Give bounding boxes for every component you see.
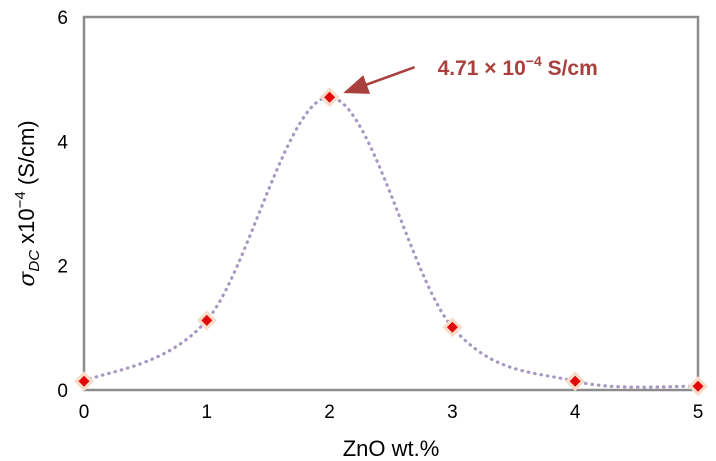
plot-area — [82, 15, 700, 392]
annotation-text: 4.71 × 10−4 S/cm — [438, 53, 598, 80]
data-point — [319, 87, 340, 108]
data-point-marker — [78, 375, 90, 387]
data-point-marker — [324, 91, 336, 103]
y-axis-label-subscript: DC — [26, 250, 43, 272]
y-axis-label-exponent: −4 — [12, 191, 29, 208]
y-tick-labels: 0 2 4 6 — [57, 8, 68, 402]
annotation-unit: S/cm — [542, 57, 598, 80]
x-tick-label: 4 — [570, 402, 581, 423]
x-axis-label: ZnO wt.% — [343, 436, 440, 461]
data-point-marker — [569, 375, 581, 387]
x-tick-labels: 0 1 2 3 4 5 — [79, 402, 704, 423]
x-tick-label: 3 — [447, 402, 458, 423]
data-point — [74, 371, 94, 392]
y-tick-label: 6 — [57, 8, 68, 29]
data-point — [688, 376, 708, 397]
y-tick-label: 2 — [57, 257, 68, 278]
data-point-marker — [446, 321, 458, 333]
x-tick-label: 2 — [324, 402, 335, 423]
y-axis-label: σDC x10−4 (S/cm) — [12, 120, 43, 286]
y-tick-label: 0 — [57, 381, 68, 402]
data-point — [565, 371, 586, 392]
x-tick-label: 0 — [79, 402, 90, 423]
x-tick-label: 5 — [693, 402, 704, 423]
annotation-exponent: −4 — [526, 53, 542, 69]
y-axis-label-rest: x10 — [14, 208, 39, 250]
y-axis-label-unit: (S/cm) — [14, 120, 39, 191]
annotation-main: 4.71 × 10 — [438, 57, 526, 80]
y-tick-label: 4 — [57, 132, 68, 153]
data-point-marker — [201, 314, 213, 326]
x-tick-label: 1 — [202, 402, 213, 423]
data-points — [74, 87, 708, 397]
annotation-arrow — [343, 66, 416, 94]
data-point-marker — [692, 380, 704, 392]
y-axis-label-sigma: σ — [15, 271, 40, 287]
data-point — [442, 317, 463, 338]
data-point — [196, 310, 217, 331]
